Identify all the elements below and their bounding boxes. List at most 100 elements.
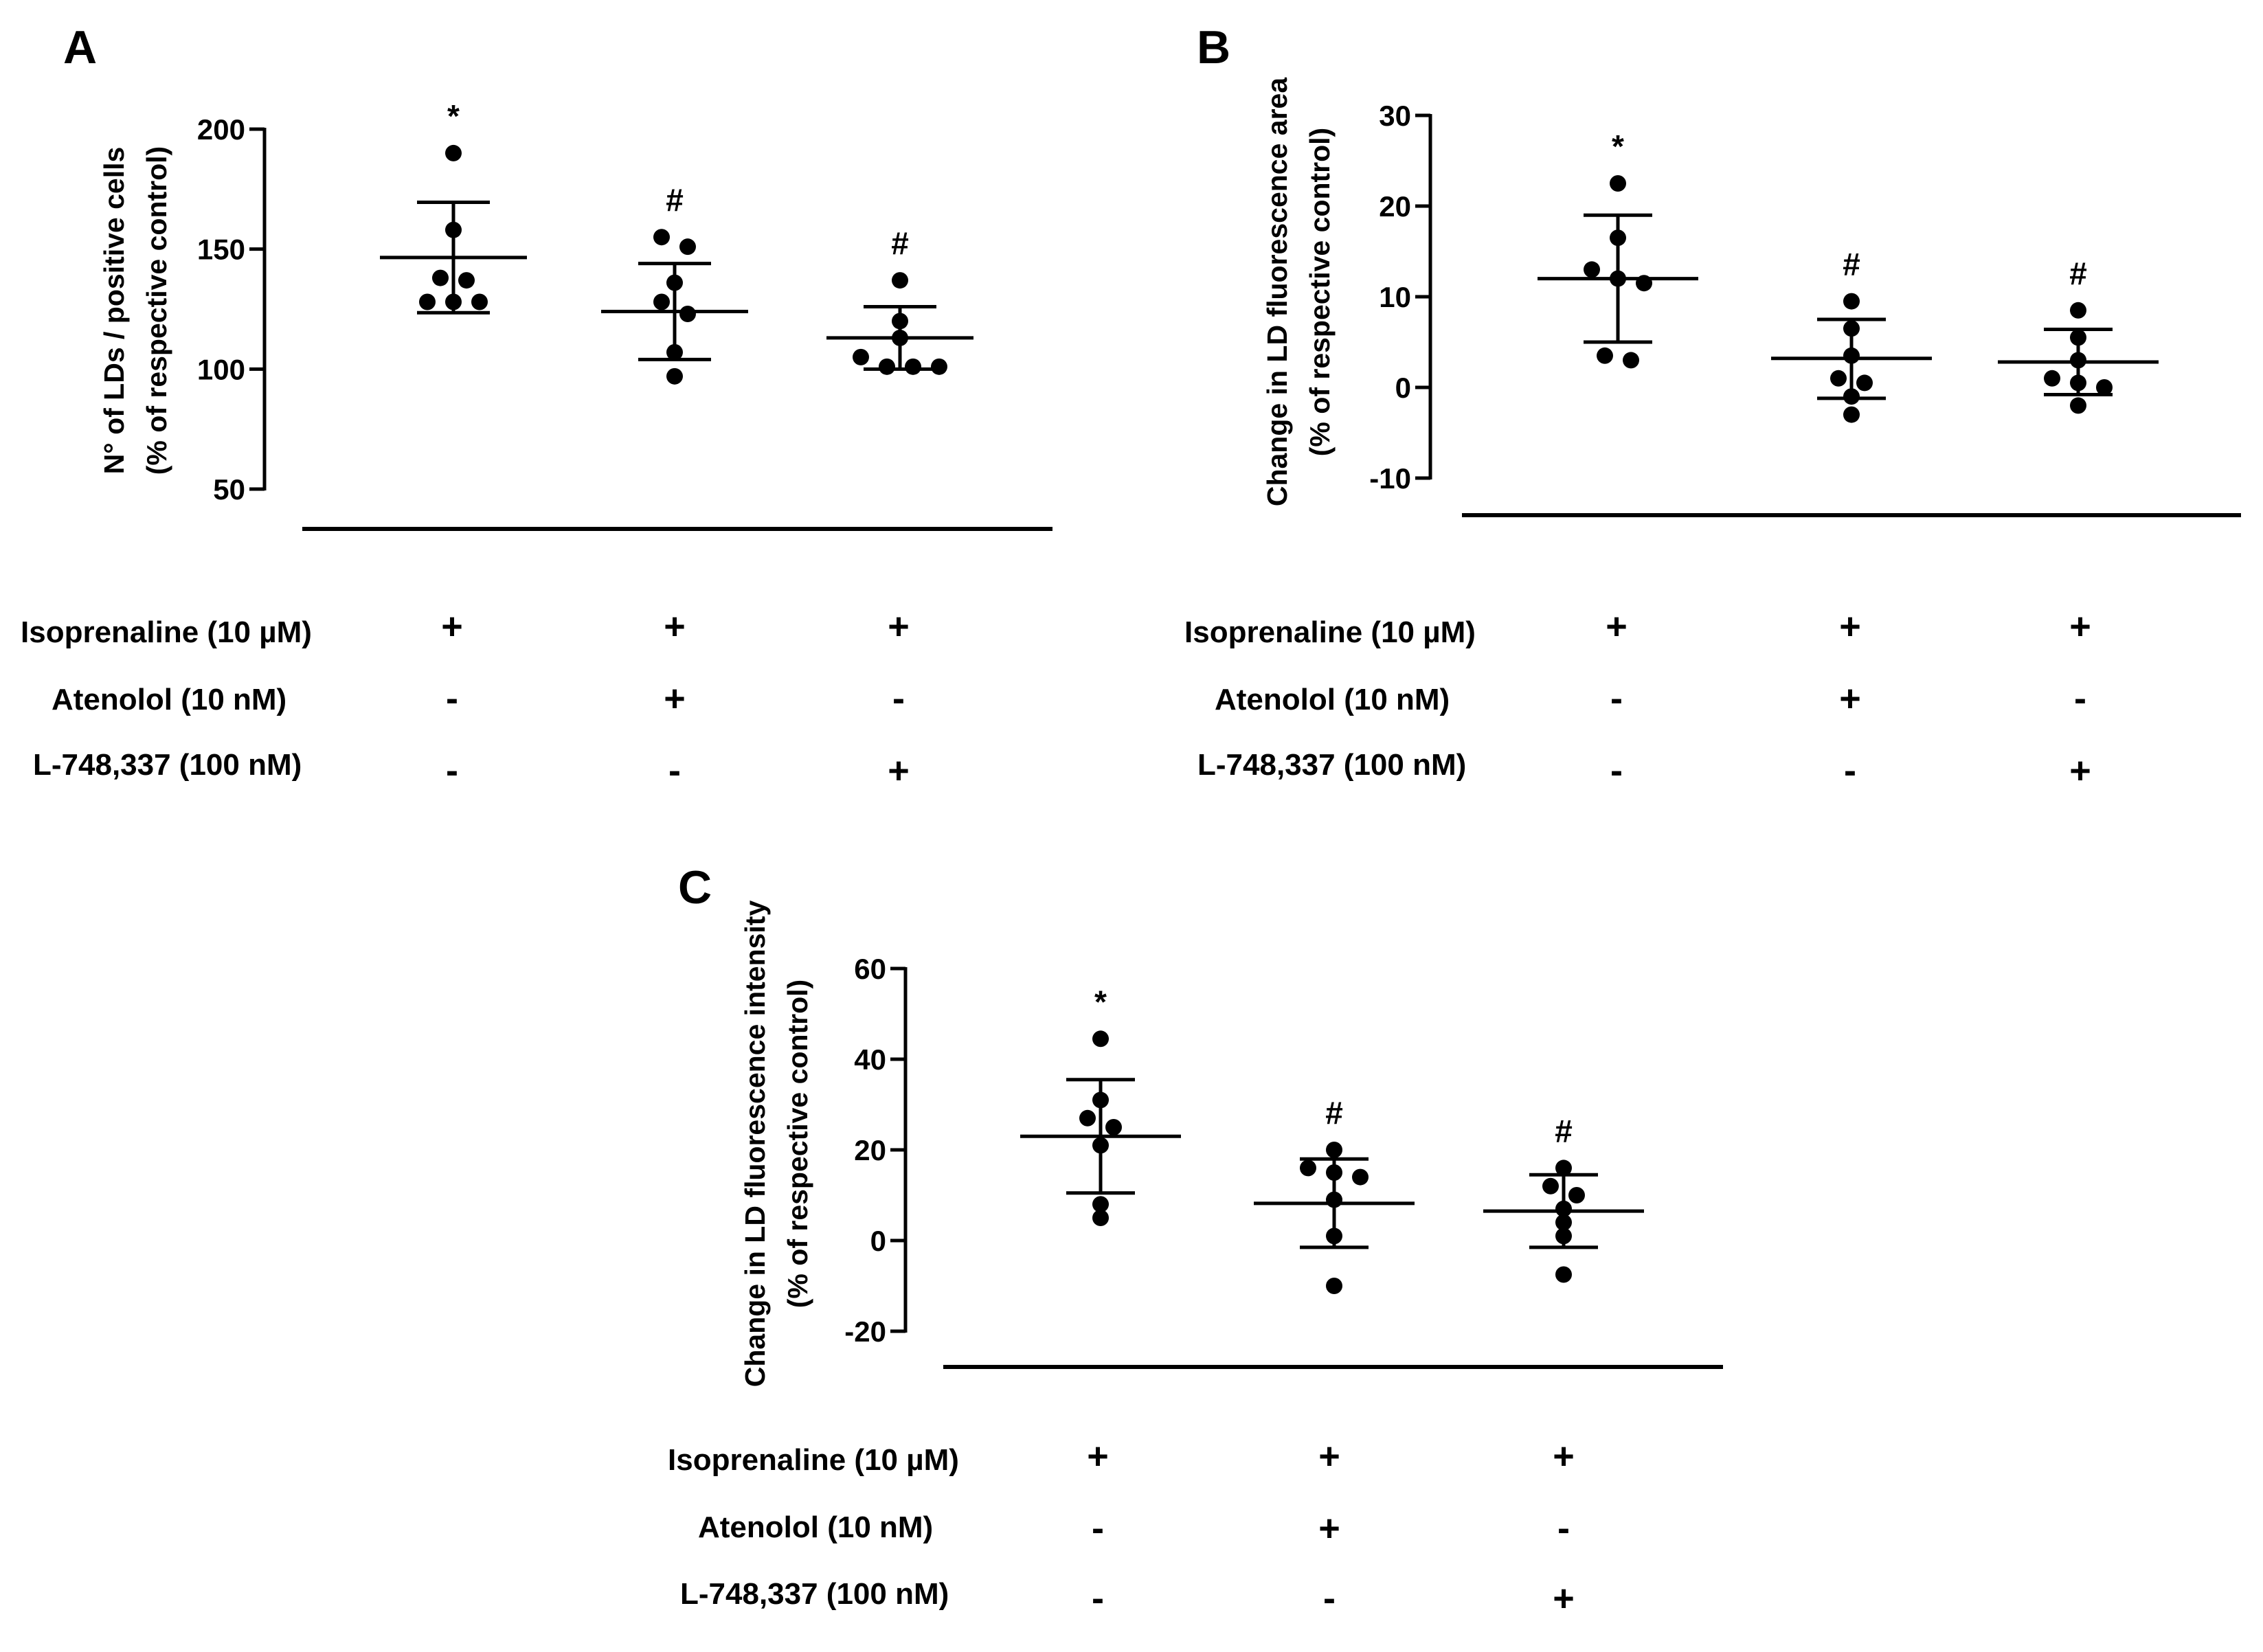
panel-a-treatment-label-1: Isoprenaline (10 µM) [21,615,312,649]
panel-b-ytick-label: 20 [1379,190,1411,223]
panel-a-sign-r2-c1: - [446,678,458,719]
panel-b-sign-r3-c1: - [1610,750,1623,791]
panel-c-sign-r3-c3: + [1553,1578,1575,1619]
panel-b-ylabel-line-1: Change in LD fluorescence area [1261,77,1293,507]
panel-b-data-point [1843,293,1860,310]
panel-a-sign-r1-c3: + [888,606,910,647]
panel-a-data-point [666,367,683,385]
panel-c-sign-r1-c2: + [1318,1436,1340,1477]
panel-a-data-point [432,269,449,286]
panel-b-treatment-label-3: L-748,337 (100 nM) [1197,748,1466,782]
panel-b-ytick-label: 0 [1395,372,1411,404]
panel-a-sign-r1-c2: + [664,606,686,647]
panel-a-plot: 50 100 150 200 * # # [197,98,973,506]
panel-b-ytick-label: 10 [1379,281,1411,313]
panel-a-ytick-label: 100 [197,353,245,385]
panel-c-data-point [1326,1278,1342,1294]
panel-c-data-point [1092,1030,1109,1048]
panel-a-ylabel-line-1: N° of LDs / positive cells [98,147,130,475]
panel-a-data-point [905,358,921,375]
panel-a-significance-marker: # [666,182,684,218]
panel-b-sign-r1-c3: + [2069,606,2091,647]
panel-b-sign-r2-c2: + [1839,678,1861,719]
panel-b-data-point [1584,261,1600,278]
panel-a-ylabel: N° of LDs / positive cells (% of respect… [98,146,172,475]
panel-c-ytick-label: -20 [844,1315,886,1348]
panel-b-significance-marker: * [1612,128,1624,164]
panel-c-data-point [1555,1159,1572,1177]
panel-a-sign-r1-c1: + [441,606,463,647]
panel-b-data-point [1623,352,1639,369]
panel-c-ytick-label: 40 [854,1043,886,1076]
panel-b-data-point [1843,406,1860,423]
panel-c-significance-marker: # [1555,1113,1573,1149]
panel-c-sign-r3-c2: - [1323,1578,1336,1619]
panel-a-sign-r2-c3: - [892,678,905,719]
panel-c-treatment-label-3: L-748,337 (100 nM) [680,1577,949,1611]
panel-b-data-point [2070,302,2086,319]
panel-a-ylabel-line-2: (% of respective control) [141,146,172,475]
panel-c-letter: C [678,861,712,914]
panel-a-treatment-label-3: L-748,337 (100 nM) [33,748,302,782]
panel-a-significance-marker: # [891,225,909,261]
panel-b-letter: B [1197,21,1230,73]
panel-c-sign-r2-c3: - [1557,1508,1570,1549]
panel-b-ytick-label: 30 [1379,100,1411,132]
panel-c-ytick-label: 20 [854,1134,886,1166]
panel-c-ytick-label: 0 [870,1225,886,1257]
panel-a-ytick-label: 50 [213,473,245,506]
panel-c-data-point [1568,1187,1585,1203]
panel-b-ylabel: Change in LD fluorescence area (% of res… [1261,77,1336,507]
panel-b-treatment-signs: + + + - + - - - + [1606,606,2091,791]
panel-b-significance-marker: # [1843,247,1860,282]
panel-c: C Change in LD fluorescence intensity (%… [668,861,1723,1619]
panel-c-data-point [1092,1196,1109,1213]
panel-a-sign-r3-c2: - [668,750,681,791]
panel-a-data-point [653,293,670,310]
panel-c-sign-r2-c2: + [1318,1508,1340,1549]
panel-c-data-point [1092,1210,1109,1226]
panel-c-treatment-signs: + + + - + - - - + [1087,1436,1575,1619]
panel-a-sign-r3-c1: - [446,750,458,791]
panel-c-sign-r2-c1: - [1092,1508,1104,1549]
panel-b-sign-r1-c1: + [1606,606,1628,647]
panel-c-treatment-label-2: Atenolol (10 nM) [698,1510,933,1544]
panel-c-data-point [1300,1159,1316,1177]
panel-c-treatment-label-1: Isoprenaline (10 µM) [668,1443,959,1477]
panel-b-sign-r2-c3: - [2074,678,2086,719]
panel-c-significance-marker: * [1094,984,1107,1019]
panel-b-sign-r3-c2: - [1844,750,1856,791]
panel-b-sign-r2-c1: - [1610,678,1623,719]
panel-a-data-point [458,272,475,289]
panel-c-sign-r3-c1: - [1092,1578,1104,1619]
panel-c-data-point [1079,1109,1096,1127]
panel-b-data-point [2044,370,2060,387]
panel-c-data-point [1555,1266,1572,1283]
panel-b-significance-marker: # [2069,256,2087,291]
panel-b-ytick-label: -10 [1369,462,1411,495]
panel-a-data-point [879,358,895,375]
panel-b-ylabel-line-2: (% of respective control) [1304,128,1336,456]
panel-a-data-point [853,348,869,365]
panel-a-ytick-label: 200 [197,113,245,146]
panel-b-treatment-label-1: Isoprenaline (10 µM) [1184,615,1476,649]
panel-a-data-point [679,238,696,256]
panel-c-sign-r1-c1: + [1087,1436,1109,1477]
panel-c-treatment-labels: Isoprenaline (10 µM) Atenolol (10 nM) L-… [668,1443,959,1611]
panel-b-data-point [1597,347,1613,364]
panel-c-sign-r1-c3: + [1553,1436,1575,1477]
panel-c-plot: -20 0 20 40 60 * # # [844,953,1644,1348]
panel-a-treatment-label-2: Atenolol (10 nM) [52,683,286,716]
panel-b-data-point [1830,370,1847,387]
panel-a-data-point [679,305,696,322]
panel-a-data-point [892,272,908,289]
panel-b-data-point [1610,175,1626,192]
panel-a-data-point [471,293,488,310]
panel-a-data-point [419,293,436,310]
panel-a-significance-marker: * [447,98,460,134]
panel-c-significance-marker: # [1325,1095,1343,1131]
panel-b-sign-r1-c2: + [1839,606,1861,647]
panel-b-data-point [2096,379,2113,396]
panel-b-treatment-label-2: Atenolol (10 nM) [1215,683,1450,716]
